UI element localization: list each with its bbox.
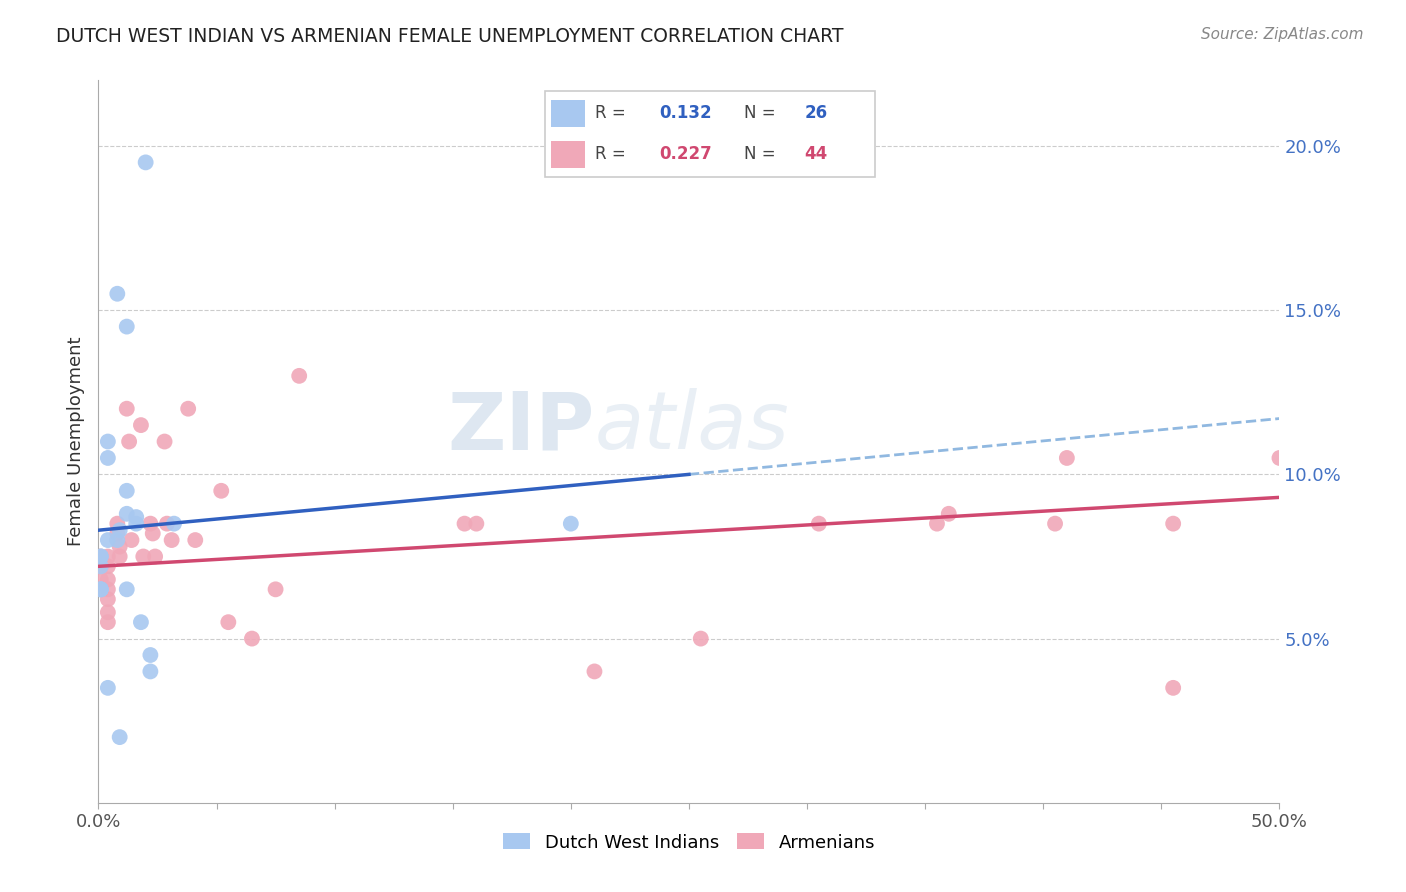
Point bbox=[97, 559, 120, 574]
Point bbox=[142, 526, 165, 541]
Point bbox=[139, 648, 162, 662]
Point bbox=[1056, 450, 1078, 465]
Point bbox=[97, 549, 120, 564]
Point bbox=[121, 533, 143, 547]
Point bbox=[1161, 681, 1184, 695]
Point bbox=[153, 434, 176, 449]
Point bbox=[129, 615, 152, 630]
Point bbox=[90, 582, 112, 597]
Point bbox=[108, 549, 131, 564]
Point bbox=[125, 516, 148, 531]
Point bbox=[209, 483, 232, 498]
Point bbox=[129, 418, 152, 433]
Point bbox=[97, 450, 120, 465]
Point bbox=[807, 516, 830, 531]
Point bbox=[115, 582, 138, 597]
Point bbox=[1043, 516, 1066, 531]
Point bbox=[90, 582, 112, 597]
Point bbox=[264, 582, 287, 597]
Point bbox=[97, 582, 120, 597]
Y-axis label: Female Unemployment: Female Unemployment bbox=[66, 337, 84, 546]
Point bbox=[163, 516, 186, 531]
Point bbox=[97, 434, 120, 449]
Point bbox=[115, 319, 138, 334]
Text: R =: R = bbox=[595, 104, 631, 122]
Point bbox=[97, 681, 120, 695]
Point bbox=[177, 401, 200, 416]
Point bbox=[108, 540, 131, 554]
Point bbox=[90, 559, 112, 574]
Text: 0.132: 0.132 bbox=[659, 104, 711, 122]
Point bbox=[1268, 450, 1291, 465]
Point bbox=[108, 730, 131, 744]
Text: N =: N = bbox=[744, 145, 780, 163]
Point bbox=[97, 592, 120, 607]
FancyBboxPatch shape bbox=[544, 91, 876, 177]
Point bbox=[105, 526, 128, 541]
Point bbox=[90, 559, 112, 574]
Point bbox=[160, 533, 183, 547]
Point bbox=[90, 582, 112, 597]
Point bbox=[217, 615, 239, 630]
Point bbox=[115, 401, 138, 416]
FancyBboxPatch shape bbox=[551, 141, 585, 168]
Point bbox=[453, 516, 475, 531]
Point bbox=[90, 549, 112, 564]
Legend: Dutch West Indians, Armenians: Dutch West Indians, Armenians bbox=[496, 826, 882, 859]
Point bbox=[583, 665, 606, 679]
Point bbox=[105, 533, 128, 547]
Point bbox=[465, 516, 488, 531]
Point bbox=[108, 523, 131, 537]
Point bbox=[135, 155, 157, 169]
Point bbox=[139, 665, 162, 679]
Point bbox=[156, 516, 179, 531]
Point bbox=[1161, 516, 1184, 531]
Text: atlas: atlas bbox=[595, 388, 789, 467]
Point bbox=[125, 510, 148, 524]
Point bbox=[90, 573, 112, 587]
Text: Source: ZipAtlas.com: Source: ZipAtlas.com bbox=[1201, 27, 1364, 42]
Text: N =: N = bbox=[744, 104, 780, 122]
Text: 26: 26 bbox=[804, 104, 828, 122]
Text: R =: R = bbox=[595, 145, 631, 163]
FancyBboxPatch shape bbox=[551, 100, 585, 127]
Point bbox=[288, 368, 311, 383]
Point bbox=[132, 549, 155, 564]
Point bbox=[184, 533, 207, 547]
Point bbox=[689, 632, 711, 646]
Point bbox=[118, 434, 141, 449]
Text: DUTCH WEST INDIAN VS ARMENIAN FEMALE UNEMPLOYMENT CORRELATION CHART: DUTCH WEST INDIAN VS ARMENIAN FEMALE UNE… bbox=[56, 27, 844, 45]
Point bbox=[115, 507, 138, 521]
Text: ZIP: ZIP bbox=[447, 388, 595, 467]
Point bbox=[90, 549, 112, 564]
Point bbox=[105, 286, 128, 301]
Text: 44: 44 bbox=[804, 145, 828, 163]
Point bbox=[90, 549, 112, 564]
Point bbox=[105, 516, 128, 531]
Point bbox=[143, 549, 166, 564]
Point bbox=[115, 483, 138, 498]
Point bbox=[560, 516, 582, 531]
Point bbox=[97, 615, 120, 630]
Point bbox=[97, 533, 120, 547]
Point bbox=[97, 573, 120, 587]
Text: 0.227: 0.227 bbox=[659, 145, 713, 163]
Point bbox=[925, 516, 948, 531]
Point bbox=[139, 516, 162, 531]
Point bbox=[938, 507, 960, 521]
Point bbox=[97, 605, 120, 619]
Point bbox=[240, 632, 263, 646]
